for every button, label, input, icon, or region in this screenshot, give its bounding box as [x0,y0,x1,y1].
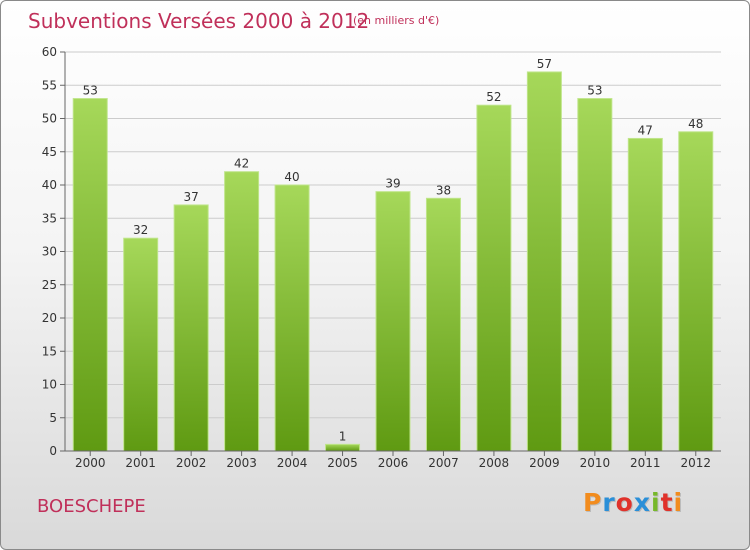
data-label-2002: 37 [184,190,199,204]
data-label-2012: 48 [688,117,703,131]
x-tick-label: 2008 [479,456,510,470]
logo-letter: i [673,488,684,517]
x-tick-label: 2001 [125,456,156,470]
y-tick-label: 10 [42,378,57,392]
logo-letter: P [583,488,603,517]
y-tick-label: 50 [42,112,57,126]
bar-2006[interactable] [375,191,411,452]
bar-2007[interactable] [425,197,461,452]
bar-2009[interactable] [526,71,562,452]
bar-2000[interactable] [72,98,108,452]
x-tick-label: 2005 [327,456,358,470]
data-label-2003: 42 [234,157,249,171]
x-tick-label: 2007 [428,456,459,470]
x-tick-label: 2006 [378,456,409,470]
logo-letter: t [660,488,674,517]
data-label-2001: 32 [133,223,148,237]
logo-letter: r [602,488,616,517]
y-tick-label: 55 [42,78,57,92]
bar-2004[interactable] [274,184,310,452]
bar-2003[interactable] [224,171,260,452]
chart-subtitle: (en milliers d'€) [353,14,440,27]
y-tick-label: 30 [42,245,57,259]
y-tick-label: 5 [49,411,57,425]
data-label-2009: 57 [537,57,552,71]
logo-letter: i [651,488,661,517]
x-tick-label: 2004 [277,456,308,470]
bar-2011[interactable] [627,137,663,452]
x-tick-label: 2010 [580,456,611,470]
x-tick-label: 2009 [529,456,560,470]
bar-2010[interactable] [577,98,613,452]
bar-2001[interactable] [123,237,159,452]
bar-2002[interactable] [173,204,209,452]
y-tick-label: 45 [42,145,57,159]
data-label-2005: 1 [339,429,347,443]
y-tick-label: 60 [42,45,57,59]
chart-title: Subventions Versées 2000 à 2012 [28,9,370,33]
y-tick-label: 35 [42,211,57,225]
x-tick-label: 2003 [226,456,257,470]
x-tick-label: 2002 [176,456,207,470]
data-label-2006: 39 [385,177,400,191]
data-label-2007: 38 [436,183,451,197]
y-tick-label: 25 [42,278,57,292]
y-tick-label: 40 [42,178,57,192]
x-tick-label: 2012 [680,456,711,470]
y-tick-label: 0 [49,444,57,458]
logo-letter: o [615,488,634,517]
y-tick-label: 20 [42,311,57,325]
data-label-2011: 47 [638,123,653,137]
bar-2012[interactable] [678,131,714,452]
logo-letter: x [633,488,651,517]
city-name: BOESCHEPE [37,496,146,517]
data-label-2008: 52 [486,90,501,104]
data-label-2000: 53 [83,84,98,98]
proxiti-logo[interactable]: Proxiti [583,488,683,517]
data-label-2010: 53 [587,84,602,98]
x-tick-label: 2011 [630,456,661,470]
bar-2008[interactable] [476,104,512,452]
data-label-2004: 40 [284,170,299,184]
y-tick-label: 15 [42,344,57,358]
x-tick-label: 2000 [75,456,106,470]
bar-2005[interactable] [325,443,361,452]
